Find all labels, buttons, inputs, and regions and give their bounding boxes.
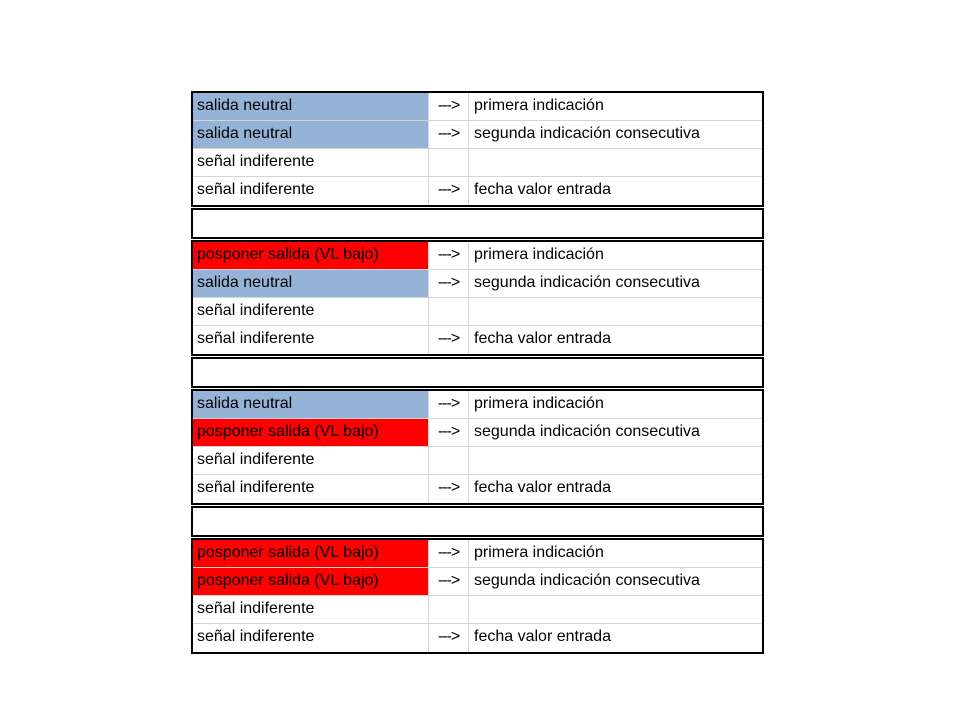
table-row: señal indiferente ---> fecha valor entrada	[193, 475, 762, 503]
table-row: señal indiferente	[193, 447, 762, 475]
signal-cell: señal indiferente	[193, 298, 429, 325]
arrow-cell	[429, 298, 469, 325]
arrow-cell: --->	[429, 242, 469, 269]
separator-row-1	[191, 208, 764, 239]
signal-mapping-table: salida neutral ---> primera indicación sali…	[191, 91, 764, 654]
separator-row-3	[191, 506, 764, 537]
indication-cell: primera indicación	[474, 544, 604, 561]
signal-cell: salida neutral	[193, 391, 429, 418]
arrow-cell: --->	[429, 177, 469, 205]
table-row: señal indiferente	[193, 149, 762, 177]
signal-cell: salida neutral	[193, 270, 429, 297]
signal-cell: señal indiferente	[193, 475, 429, 503]
signal-block-3: salida neutral ---> primera indicación posp…	[191, 389, 764, 505]
table-row: posponer salida (VL bajo) ---> segunda ind…	[193, 568, 762, 596]
indication-cell: segunda indicación consecutiva	[474, 125, 700, 142]
signal-cell: señal indiferente	[193, 447, 429, 474]
arrow-cell: --->	[429, 419, 469, 446]
indication-cell: fecha valor entrada	[474, 479, 611, 496]
signal-cell: señal indiferente	[193, 624, 429, 652]
indication-cell: primera indicación	[474, 97, 604, 114]
table-row: posponer salida (VL bajo) ---> primera ind…	[193, 540, 762, 568]
signal-cell: posponer salida (VL bajo)	[193, 568, 429, 595]
separator-row-2	[191, 357, 764, 388]
table-row: salida neutral ---> segunda indicación con…	[193, 270, 762, 298]
indication-cell: segunda indicación consecutiva	[474, 423, 700, 440]
signal-cell: posponer salida (VL bajo)	[193, 419, 429, 446]
arrow-cell: --->	[429, 391, 469, 418]
arrow-cell: --->	[429, 121, 469, 148]
arrow-cell	[429, 596, 469, 623]
indication-cell	[469, 149, 762, 176]
table-row: salida neutral ---> primera indicación	[193, 391, 762, 419]
arrow-cell: --->	[429, 475, 469, 503]
arrow-cell: --->	[429, 326, 469, 354]
indication-cell	[469, 298, 762, 325]
signal-cell: salida neutral	[193, 121, 429, 148]
signal-cell: señal indiferente	[193, 326, 429, 354]
indication-cell: segunda indicación consecutiva	[474, 572, 700, 589]
arrow-cell: --->	[429, 568, 469, 595]
table-row: señal indiferente ---> fecha valor entrada	[193, 326, 762, 354]
arrow-cell	[429, 149, 469, 176]
table-row: posponer salida (VL bajo) ---> primera ind…	[193, 242, 762, 270]
indication-cell: fecha valor entrada	[474, 628, 611, 645]
indication-cell: segunda indicación consecutiva	[474, 274, 700, 291]
arrow-cell: --->	[429, 540, 469, 567]
signal-block-2: posponer salida (VL bajo) ---> primera ind…	[191, 240, 764, 356]
signal-cell: posponer salida (VL bajo)	[193, 242, 429, 269]
indication-cell: primera indicación	[474, 395, 604, 412]
table-row: salida neutral ---> primera indicación	[193, 93, 762, 121]
table-row: señal indiferente	[193, 298, 762, 326]
table-row: salida neutral ---> segunda indicación con…	[193, 121, 762, 149]
indication-cell	[469, 447, 762, 474]
signal-cell: salida neutral	[193, 93, 429, 120]
signal-cell: señal indiferente	[193, 149, 429, 176]
indication-cell: fecha valor entrada	[474, 330, 611, 347]
arrow-cell	[429, 447, 469, 474]
table-row: señal indiferente ---> fecha valor entrada	[193, 624, 762, 652]
indication-cell: fecha valor entrada	[474, 181, 611, 198]
signal-cell: señal indiferente	[193, 177, 429, 205]
signal-block-4: posponer salida (VL bajo) ---> primera ind…	[191, 538, 764, 654]
indication-cell: primera indicación	[474, 246, 604, 263]
signal-block-1: salida neutral ---> primera indicación sali…	[191, 91, 764, 207]
signal-cell: señal indiferente	[193, 596, 429, 623]
arrow-cell: --->	[429, 624, 469, 652]
table-row: posponer salida (VL bajo) ---> segunda ind…	[193, 419, 762, 447]
table-row: señal indiferente	[193, 596, 762, 624]
table-row: señal indiferente ---> fecha valor entrada	[193, 177, 762, 205]
indication-cell	[469, 596, 762, 623]
signal-cell: posponer salida (VL bajo)	[193, 540, 429, 567]
arrow-cell: --->	[429, 270, 469, 297]
arrow-cell: --->	[429, 93, 469, 120]
